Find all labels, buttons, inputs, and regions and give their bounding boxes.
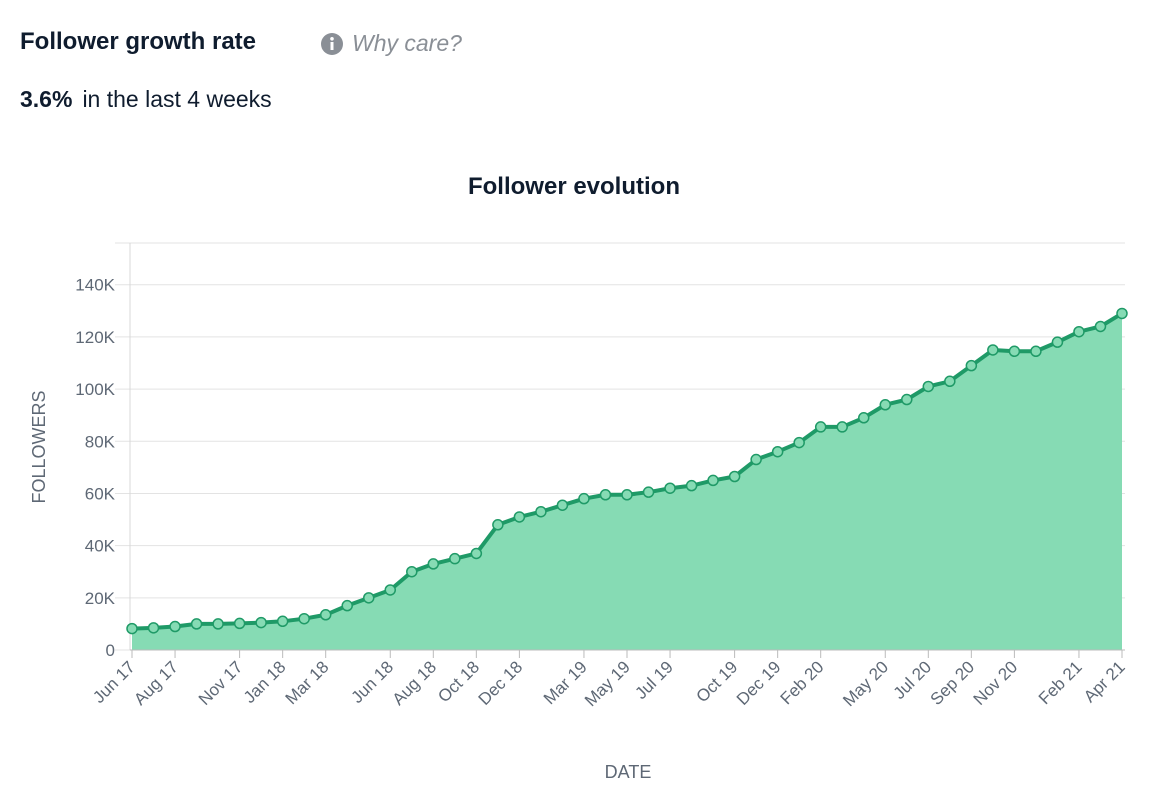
marker [857, 412, 870, 424]
x-tick-label: Jan 18 [240, 657, 290, 707]
marker [750, 453, 762, 466]
marker [578, 492, 590, 505]
marker [470, 547, 483, 560]
marker [987, 344, 999, 356]
marker [707, 474, 719, 487]
x-tick-label: Aug 17 [130, 657, 182, 709]
x-tick-label: Nov 20 [970, 657, 1022, 709]
marker [1008, 345, 1021, 358]
marker [793, 436, 805, 449]
x-tick-label: Jul 19 [631, 657, 677, 703]
marker [126, 622, 138, 635]
marker [944, 375, 956, 388]
x-tick-label: Mar 18 [282, 657, 333, 708]
x-tick-label: Mar 19 [540, 657, 591, 708]
x-tick-label: Feb 20 [777, 657, 828, 708]
marker [147, 622, 160, 634]
marker [190, 618, 203, 630]
x-tick-label: Feb 21 [1035, 657, 1086, 708]
y-tick-label: 120K [75, 328, 115, 347]
y-tick-label: 100K [75, 380, 115, 399]
marker [233, 617, 246, 630]
marker [901, 393, 913, 406]
x-tick-label: Apr 21 [1080, 657, 1129, 706]
marker [1116, 307, 1128, 320]
marker [169, 620, 181, 633]
marker [341, 599, 353, 612]
marker [685, 479, 698, 492]
marker [362, 592, 375, 604]
x-tick-label: Nov 17 [195, 657, 247, 709]
x-tick-label: May 19 [581, 657, 634, 710]
y-tick-label: 80K [85, 432, 116, 451]
x-tick-label: Oct 19 [693, 657, 742, 706]
marker [535, 505, 547, 518]
marker [212, 618, 224, 630]
y-tick-label: 20K [85, 589, 116, 608]
rate-caption: in the last 4 weeks [82, 86, 272, 112]
marker [814, 421, 827, 433]
marker [556, 499, 569, 511]
info-icon [321, 32, 343, 55]
x-tick-label: Dec 18 [475, 657, 527, 709]
x-tick-label: Aug 18 [389, 657, 441, 709]
y-tick-label: 60K [85, 484, 116, 503]
marker [879, 399, 892, 411]
marker [298, 612, 310, 625]
marker [621, 489, 633, 501]
y-tick-label: 40K [85, 537, 116, 556]
rate-value: 3.6% [20, 86, 73, 112]
marker [255, 616, 267, 629]
x-tick-label: Oct 18 [434, 657, 483, 706]
y-tick-label: 0 [106, 641, 115, 660]
marker [492, 519, 504, 531]
marker [1051, 336, 1064, 348]
y-tick-label: 140K [75, 276, 115, 295]
x-tick-label: Jun 18 [348, 657, 398, 707]
marker [922, 380, 935, 393]
y-axis-label: FOLLOWERS [29, 390, 49, 503]
rate-line: 3.6% in the last 4 weeks [20, 86, 272, 113]
marker [319, 609, 332, 621]
x-tick-label: Sep 20 [927, 657, 979, 709]
marker [384, 584, 397, 596]
marker [728, 470, 741, 483]
marker [1073, 325, 1085, 338]
section-title: Follower growth rate [20, 28, 257, 55]
chart-title: Follower evolution [468, 173, 680, 200]
x-axis-label: DATE [605, 762, 652, 782]
marker [642, 486, 655, 498]
area [132, 313, 1122, 650]
marker [836, 421, 848, 433]
marker [513, 511, 526, 523]
x-tick-label: May 20 [839, 657, 892, 710]
marker [406, 565, 418, 578]
info-text[interactable]: Why care? [352, 30, 462, 56]
marker [664, 482, 676, 494]
x-tick-label: Dec 19 [733, 657, 785, 709]
marker [1030, 345, 1042, 358]
marker [449, 552, 461, 565]
marker [427, 558, 440, 570]
marker [276, 615, 289, 628]
marker [771, 445, 784, 458]
marker [1094, 320, 1107, 333]
marker [965, 359, 978, 372]
info-link[interactable]: Why care? [320, 30, 462, 57]
marker [599, 489, 612, 501]
x-tick-label: Jun 17 [89, 657, 139, 707]
